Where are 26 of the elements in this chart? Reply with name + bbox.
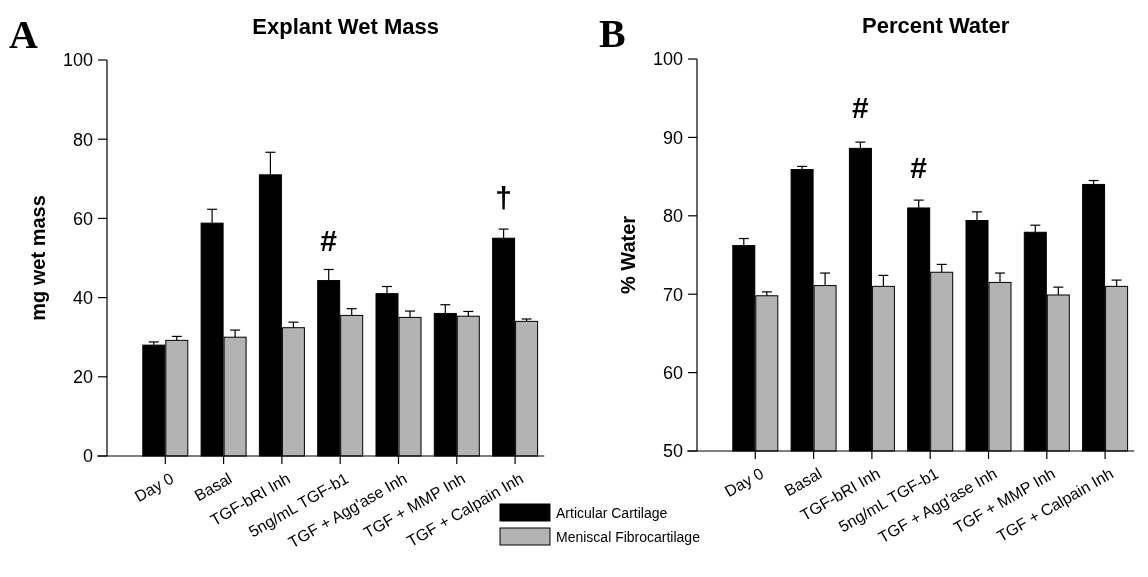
y-tick-label: 20	[72, 367, 93, 388]
y-tick-label: 70	[662, 284, 683, 305]
annotation: #	[852, 91, 870, 125]
annotation: #	[320, 223, 338, 257]
y-tick-label: 60	[662, 362, 683, 383]
annotation: †	[495, 181, 512, 215]
annotation: #	[910, 150, 928, 184]
y-axis-title: mg wet mass	[27, 195, 49, 321]
legend-label: Meniscal Fibrocartilage	[556, 528, 701, 545]
y-tick-label: 80	[662, 206, 683, 227]
y-tick-label: 80	[72, 129, 93, 150]
y-tick-label: 0	[82, 446, 93, 467]
text: B	[599, 11, 626, 56]
chart-title: Explant Wet Mass	[252, 14, 439, 39]
y-tick-label: 100	[652, 49, 683, 70]
y-tick-label: 60	[72, 208, 93, 229]
text: A	[9, 12, 38, 57]
y-axis-title: % Water	[617, 215, 639, 295]
x-tick-label: Day 0	[721, 464, 767, 501]
y-tick-label: 40	[72, 287, 93, 308]
legend-label: Articular Cartilage	[556, 504, 668, 521]
y-tick-label: 50	[662, 441, 683, 462]
x-tick-label: Day 0	[131, 469, 177, 506]
y-tick-label: 90	[662, 127, 683, 148]
chart-title: Percent Water	[862, 13, 1010, 38]
y-tick-label: 100	[62, 50, 93, 71]
